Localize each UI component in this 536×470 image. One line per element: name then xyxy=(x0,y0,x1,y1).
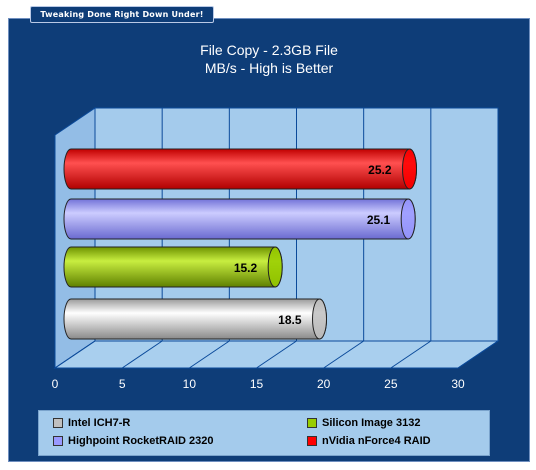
legend-swatch xyxy=(307,418,317,428)
legend-swatch xyxy=(307,436,317,446)
floor-gridline xyxy=(323,340,364,369)
legend-label: Highpoint RocketRAID 2320 xyxy=(68,435,214,447)
floor-gridline xyxy=(121,340,163,369)
chart-legend: Intel ICH7-R Silicon Image 3132 Highpoin… xyxy=(38,410,490,456)
floor-gridline xyxy=(189,340,230,369)
bar-cap xyxy=(402,148,418,190)
bar-cap xyxy=(312,298,328,340)
x-tick-label: 0 xyxy=(52,377,59,391)
legend-item: Intel ICH7-R xyxy=(53,417,130,429)
legend-item: nVidia nForce4 RAID xyxy=(307,435,431,447)
data-label: 18.5 xyxy=(278,313,302,327)
legend-label: nVidia nForce4 RAID xyxy=(322,435,431,447)
bar-cap xyxy=(400,198,416,240)
legend-item: Silicon Image 3132 xyxy=(307,417,420,429)
x-tick-label: 30 xyxy=(451,377,465,391)
floor-gridline xyxy=(457,340,499,369)
x-tick-label: 15 xyxy=(250,377,264,391)
bar xyxy=(63,148,417,190)
data-label: 25.1 xyxy=(367,213,391,227)
bar xyxy=(63,198,416,240)
floor-gridline xyxy=(390,340,432,369)
site-banner: Tweaking Done Right Down Under! xyxy=(30,6,214,23)
bar-cap xyxy=(267,246,283,288)
floor-gridline xyxy=(256,340,297,369)
floor-gridline xyxy=(54,340,96,369)
legend-swatch xyxy=(53,436,63,446)
legend-label: Intel ICH7-R xyxy=(68,417,131,429)
x-tick-label: 10 xyxy=(183,377,197,391)
data-label: 25.2 xyxy=(368,163,392,177)
chart-title: File Copy - 2.3GB File xyxy=(200,42,338,58)
data-label: 15.2 xyxy=(234,261,258,275)
legend-swatch xyxy=(53,418,63,428)
legend-label: Silicon Image 3132 xyxy=(322,417,421,429)
legend-item: Highpoint RocketRAID 2320 xyxy=(53,435,213,447)
x-tick-label: 25 xyxy=(384,377,398,391)
x-tick-label: 5 xyxy=(119,377,126,391)
chart-subtitle: MB/s - High is Better xyxy=(204,60,334,76)
x-tick-label: 20 xyxy=(317,377,331,391)
